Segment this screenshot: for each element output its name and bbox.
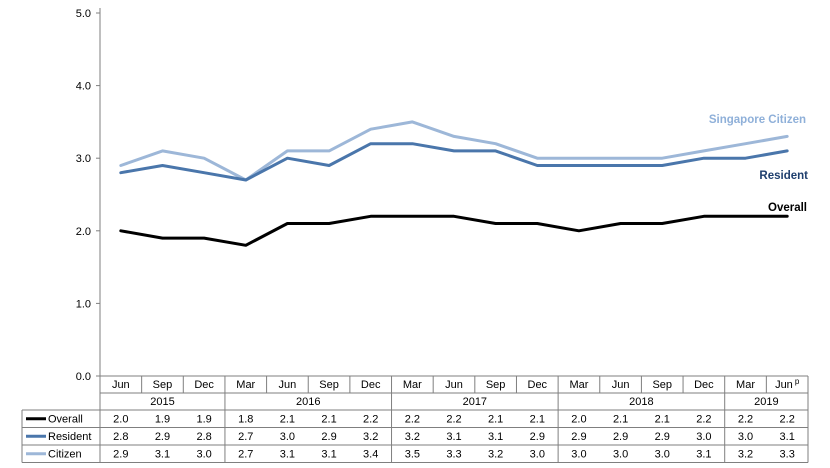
data-label: 3.0 — [655, 449, 670, 461]
x-tick-label: Mar — [236, 379, 255, 391]
x-tick-label: Jun — [612, 379, 630, 391]
data-label: 2.9 — [155, 431, 170, 443]
data-label: 2.9 — [571, 431, 586, 443]
data-label: 3.2 — [363, 431, 378, 443]
data-label: 2.1 — [488, 414, 503, 426]
data-label: 3.1 — [780, 431, 795, 443]
series-lines — [119, 120, 789, 247]
data-label: 2.2 — [696, 414, 711, 426]
data-label: 2.8 — [196, 431, 211, 443]
series-end-labels: Overall Resident Singapore Citizen — [709, 114, 808, 214]
data-label: 3.2 — [488, 449, 503, 461]
data-label: 2.1 — [613, 414, 628, 426]
data-label: 2.2 — [405, 414, 420, 426]
data-label: 2.9 — [530, 431, 545, 443]
data-label: 2.2 — [363, 414, 378, 426]
data-label: 2.9 — [321, 431, 336, 443]
y-tick-label: 2.0 — [76, 226, 91, 238]
data-label: 2.1 — [280, 414, 295, 426]
data-label: 3.2 — [738, 449, 753, 461]
year-label: 2016 — [296, 396, 320, 408]
data-label: 2.9 — [113, 449, 128, 461]
data-label: 2.2 — [738, 414, 753, 426]
data-label: 3.0 — [696, 431, 711, 443]
data-label: 3.4 — [363, 449, 378, 461]
data-label: 2.8 — [113, 431, 128, 443]
x-tick-label: Dec — [694, 379, 714, 391]
data-label: 2.1 — [530, 414, 545, 426]
data-label: 3.1 — [280, 449, 295, 461]
data-label: 3.3 — [446, 449, 461, 461]
data-label: 2.2 — [780, 414, 795, 426]
data-label: 3.1 — [696, 449, 711, 461]
y-tick-label: 0.0 — [76, 371, 91, 383]
y-tick-label: 1.0 — [76, 298, 91, 310]
x-tick-label: Mar — [403, 379, 422, 391]
end-label-resident: Resident — [759, 170, 808, 182]
year-label: 2015 — [150, 396, 174, 408]
end-label-citizen: Singapore Citizen — [709, 114, 806, 126]
x-tick-label: Sep — [153, 379, 173, 391]
x-tick-label: Dec — [528, 379, 548, 391]
data-label: 3.0 — [530, 449, 545, 461]
data-label: 3.2 — [405, 431, 420, 443]
data-label: 2.1 — [655, 414, 670, 426]
series-line-overall — [119, 214, 789, 247]
x-tick-label: Mar — [569, 379, 588, 391]
data-label: 2.0 — [571, 414, 586, 426]
data-label: 3.0 — [613, 449, 628, 461]
legend-label-resident: Resident — [48, 431, 91, 443]
data-label: 2.7 — [238, 431, 253, 443]
x-tick-label: Sep — [486, 379, 506, 391]
data-table: Overall 2.0 1.9 1.9 1.8 2.1 2.1 2.2 2.2 2.2 2.1 2.1… — [21, 376, 809, 463]
data-label: 1.8 — [238, 414, 253, 426]
legend-label-citizen: Citizen — [48, 449, 82, 461]
x-tick-label: Dec — [194, 379, 214, 391]
end-label-overall: Overall — [768, 202, 807, 214]
y-tick-label: 5.0 — [76, 8, 91, 20]
data-label: 2.7 — [238, 449, 253, 461]
series-line-resident — [119, 142, 789, 182]
data-label: 2.9 — [613, 431, 628, 443]
x-tick-label: Dec — [361, 379, 381, 391]
x-tick-label: Jun p — [775, 377, 800, 391]
data-label: 2.9 — [655, 431, 670, 443]
y-tick-label: 3.0 — [76, 153, 91, 165]
data-label: 1.9 — [196, 414, 211, 426]
data-label: 3.0 — [571, 449, 586, 461]
data-label: 2.2 — [446, 414, 461, 426]
data-label: 3.1 — [155, 449, 170, 461]
year-label: 2019 — [754, 396, 778, 408]
data-label: 1.9 — [155, 414, 170, 426]
axes: 0.0 1.0 2.0 3.0 4.0 5.0 Jun Sep Dec Mar Jun Sep Dec M… — [76, 8, 809, 463]
x-tick-label: Jun — [112, 379, 130, 391]
data-label: 2.1 — [321, 414, 336, 426]
x-tick-label: Mar — [736, 379, 755, 391]
x-tick-label: Sep — [319, 379, 339, 391]
year-label: 2018 — [629, 396, 653, 408]
data-label: 3.0 — [738, 431, 753, 443]
data-label: 3.1 — [446, 431, 461, 443]
data-label: 3.0 — [196, 449, 211, 461]
data-label: 3.5 — [405, 449, 420, 461]
x-tick-label: Sep — [652, 379, 672, 391]
x-tick-label: Jun — [279, 379, 297, 391]
y-tick-label: 4.0 — [76, 81, 91, 93]
data-label: 3.1 — [488, 431, 503, 443]
data-label: 2.0 — [113, 414, 128, 426]
series-line-citizen — [119, 120, 789, 182]
x-tick-label: Jun — [445, 379, 463, 391]
year-label: 2017 — [463, 396, 487, 408]
legend-label-overall: Overall — [48, 414, 83, 426]
data-label: 3.0 — [280, 431, 295, 443]
data-label: 3.3 — [780, 449, 795, 461]
data-label: 3.1 — [321, 449, 336, 461]
